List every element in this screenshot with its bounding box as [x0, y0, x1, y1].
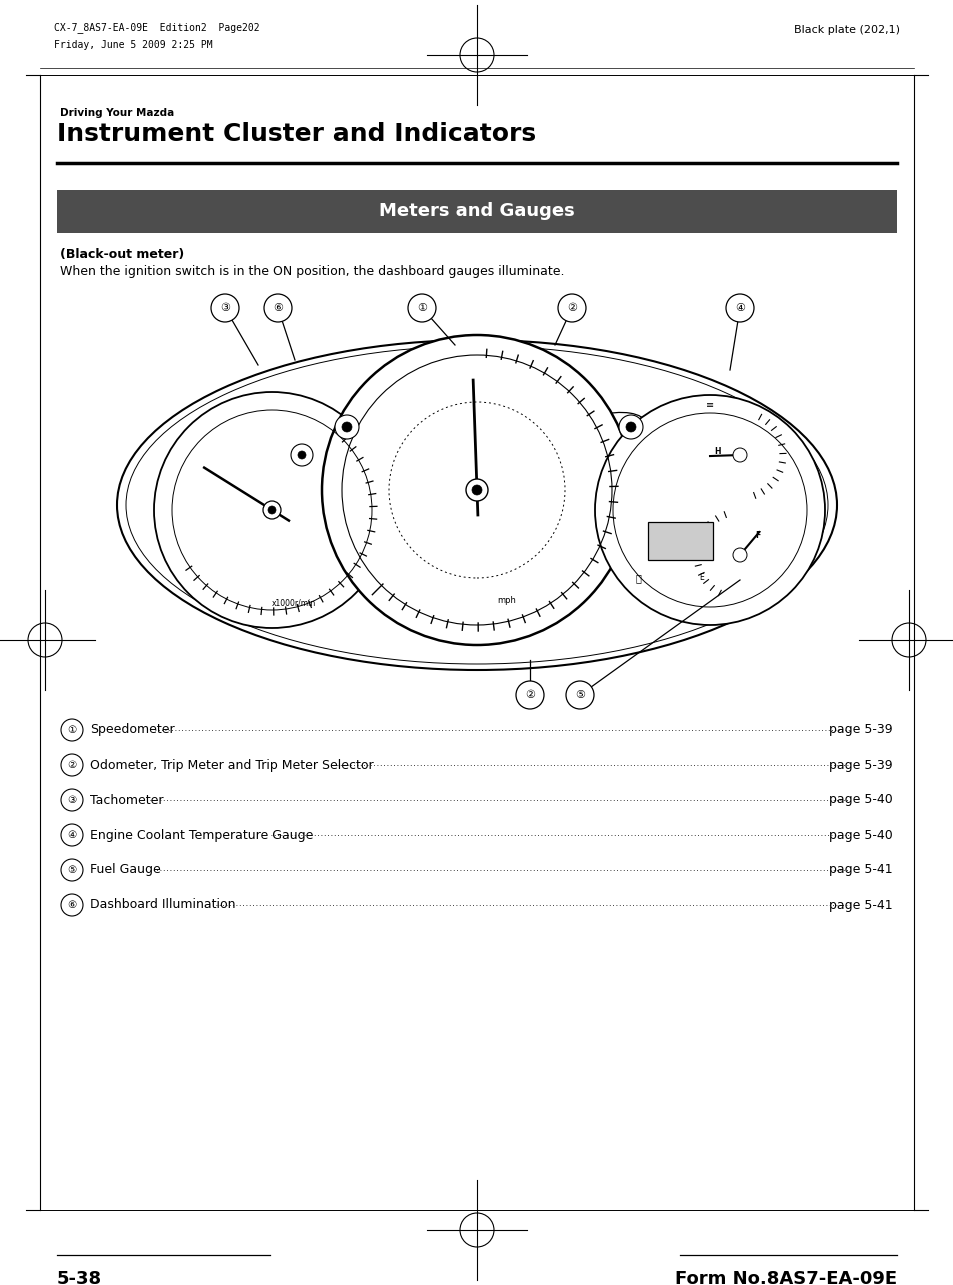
Text: Tachometer: Tachometer [90, 794, 163, 807]
Circle shape [618, 415, 642, 439]
Circle shape [516, 681, 543, 709]
Text: (Black-out meter): (Black-out meter) [60, 248, 184, 261]
FancyBboxPatch shape [647, 522, 712, 560]
Text: When the ignition switch is in the ON position, the dashboard gauges illuminate.: When the ignition switch is in the ON po… [60, 265, 564, 278]
Ellipse shape [117, 341, 836, 669]
Circle shape [61, 894, 83, 916]
Text: Friday, June 5 2009 2:25 PM: Friday, June 5 2009 2:25 PM [54, 40, 213, 50]
Text: page 5-40: page 5-40 [828, 794, 892, 807]
Circle shape [558, 294, 585, 323]
Circle shape [595, 394, 824, 625]
Text: ⑥: ⑥ [273, 303, 283, 314]
Text: ⛽: ⛽ [635, 573, 640, 583]
Text: ≡: ≡ [705, 400, 713, 410]
Circle shape [472, 484, 481, 495]
Text: Speedometer: Speedometer [90, 723, 174, 736]
Circle shape [291, 445, 313, 466]
Circle shape [153, 392, 390, 628]
Text: Black plate (202,1): Black plate (202,1) [793, 24, 899, 35]
Text: ③: ③ [220, 303, 230, 314]
Text: ④: ④ [68, 830, 76, 840]
Text: Meters and Gauges: Meters and Gauges [378, 203, 575, 221]
Circle shape [625, 421, 636, 432]
Text: ②: ② [68, 759, 76, 770]
Circle shape [263, 501, 281, 519]
Text: Engine Coolant Temperature Gauge: Engine Coolant Temperature Gauge [90, 829, 313, 842]
Circle shape [61, 789, 83, 811]
Text: page 5-40: page 5-40 [828, 829, 892, 842]
Circle shape [61, 858, 83, 882]
Text: ②: ② [524, 690, 535, 700]
Circle shape [725, 294, 753, 323]
Text: H: H [714, 446, 720, 455]
Circle shape [268, 506, 275, 514]
Circle shape [322, 335, 631, 645]
Text: CX-7_8AS7-EA-09E  Edition2  Page202: CX-7_8AS7-EA-09E Edition2 Page202 [54, 22, 259, 33]
Text: Instrument Cluster and Indicators: Instrument Cluster and Indicators [57, 122, 536, 146]
Text: F: F [755, 531, 760, 540]
Circle shape [61, 824, 83, 846]
Text: ①: ① [416, 303, 427, 314]
Text: page 5-39: page 5-39 [828, 758, 892, 771]
Text: ①: ① [68, 725, 76, 735]
Circle shape [61, 720, 83, 741]
Circle shape [465, 479, 488, 501]
Text: ⑥: ⑥ [68, 899, 76, 910]
Text: ⑤: ⑤ [575, 690, 584, 700]
Circle shape [61, 754, 83, 776]
Circle shape [341, 421, 352, 432]
Circle shape [211, 294, 239, 323]
Circle shape [264, 294, 292, 323]
Text: x1000r/min: x1000r/min [272, 598, 315, 607]
Text: page 5-41: page 5-41 [828, 898, 892, 911]
Text: Dashboard Illumination: Dashboard Illumination [90, 898, 235, 911]
Text: page 5-39: page 5-39 [828, 723, 892, 736]
Text: E: E [699, 573, 703, 582]
Circle shape [335, 415, 358, 439]
FancyBboxPatch shape [57, 190, 896, 233]
Circle shape [732, 448, 746, 463]
Text: ⑤: ⑤ [68, 865, 76, 875]
Text: mph: mph [497, 596, 516, 605]
Ellipse shape [331, 412, 418, 457]
Text: page 5-41: page 5-41 [828, 864, 892, 876]
Circle shape [565, 681, 594, 709]
Circle shape [408, 294, 436, 323]
Text: ③: ③ [68, 795, 76, 804]
Ellipse shape [558, 412, 646, 457]
Text: ④: ④ [734, 303, 744, 314]
Text: 5-38: 5-38 [57, 1270, 102, 1285]
Text: Odometer, Trip Meter and Trip Meter Selector: Odometer, Trip Meter and Trip Meter Sele… [90, 758, 374, 771]
Text: Fuel Gauge: Fuel Gauge [90, 864, 161, 876]
Text: Form No.8AS7-EA-09E: Form No.8AS7-EA-09E [674, 1270, 896, 1285]
Text: ②: ② [566, 303, 577, 314]
Circle shape [732, 547, 746, 562]
Circle shape [297, 451, 306, 459]
Text: Driving Your Mazda: Driving Your Mazda [60, 108, 174, 118]
